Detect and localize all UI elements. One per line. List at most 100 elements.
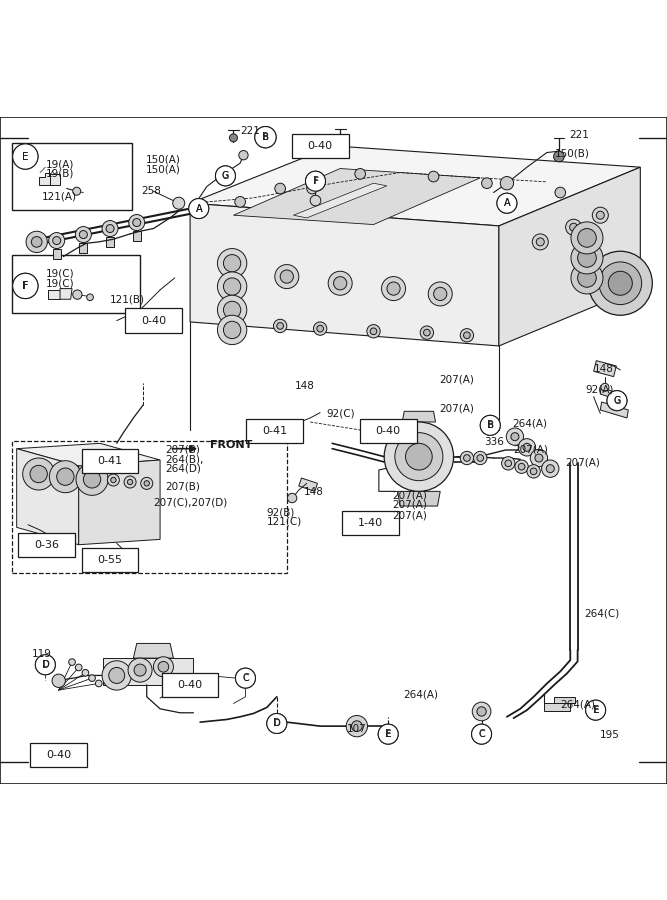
Circle shape xyxy=(460,451,474,464)
Text: 150(A): 150(A) xyxy=(145,164,180,175)
Text: 121(C): 121(C) xyxy=(267,517,302,526)
Circle shape xyxy=(518,438,536,456)
Circle shape xyxy=(352,721,362,732)
Text: 0-41: 0-41 xyxy=(97,455,123,465)
Text: 207(B): 207(B) xyxy=(165,445,200,455)
Circle shape xyxy=(317,325,323,332)
Circle shape xyxy=(76,464,108,495)
Circle shape xyxy=(532,234,548,250)
Circle shape xyxy=(267,714,287,734)
Circle shape xyxy=(89,675,95,681)
Circle shape xyxy=(578,268,596,287)
Circle shape xyxy=(75,664,82,670)
Text: F: F xyxy=(23,281,28,291)
Text: 195: 195 xyxy=(600,731,620,741)
Text: 0-55: 0-55 xyxy=(97,555,123,565)
Circle shape xyxy=(189,199,209,219)
Circle shape xyxy=(73,187,81,195)
Circle shape xyxy=(555,187,566,198)
Circle shape xyxy=(464,454,470,462)
Circle shape xyxy=(420,326,434,339)
Circle shape xyxy=(378,724,398,744)
Circle shape xyxy=(387,282,400,295)
Polygon shape xyxy=(133,230,141,241)
Circle shape xyxy=(107,474,119,486)
Circle shape xyxy=(235,668,255,688)
Circle shape xyxy=(334,276,347,290)
Circle shape xyxy=(536,238,544,246)
Text: 0-40: 0-40 xyxy=(141,316,166,326)
Circle shape xyxy=(280,270,293,284)
Circle shape xyxy=(173,197,185,209)
Circle shape xyxy=(235,196,245,207)
Polygon shape xyxy=(190,203,499,346)
Bar xyxy=(12,256,140,312)
Circle shape xyxy=(13,274,38,299)
Text: D: D xyxy=(41,660,49,670)
FancyBboxPatch shape xyxy=(292,134,348,158)
Text: E: E xyxy=(385,729,392,739)
Circle shape xyxy=(511,433,519,441)
Circle shape xyxy=(305,171,325,191)
Text: B: B xyxy=(262,132,269,141)
Polygon shape xyxy=(233,168,480,225)
Circle shape xyxy=(217,272,247,302)
Polygon shape xyxy=(544,704,570,712)
Circle shape xyxy=(542,460,559,477)
Circle shape xyxy=(13,274,38,299)
Text: A: A xyxy=(504,198,510,208)
Text: 207(A): 207(A) xyxy=(392,510,427,520)
Text: G: G xyxy=(614,396,620,405)
Text: 0-36: 0-36 xyxy=(34,540,59,550)
FancyBboxPatch shape xyxy=(81,548,139,572)
Circle shape xyxy=(523,444,531,451)
Text: C: C xyxy=(242,673,249,683)
Circle shape xyxy=(75,227,91,243)
Circle shape xyxy=(217,295,247,325)
Circle shape xyxy=(35,655,55,675)
Text: 0-40: 0-40 xyxy=(46,751,71,760)
Text: 264(A): 264(A) xyxy=(560,700,595,710)
Circle shape xyxy=(477,706,486,716)
Circle shape xyxy=(530,468,537,474)
Polygon shape xyxy=(79,460,160,544)
Circle shape xyxy=(424,329,430,336)
Circle shape xyxy=(578,229,596,248)
Text: 207(A): 207(A) xyxy=(439,403,474,414)
Circle shape xyxy=(223,321,241,338)
FancyBboxPatch shape xyxy=(360,419,416,444)
Text: 264(A): 264(A) xyxy=(512,418,547,428)
Circle shape xyxy=(106,225,114,232)
Polygon shape xyxy=(79,243,87,253)
Text: 0-40: 0-40 xyxy=(376,427,401,436)
Circle shape xyxy=(23,458,55,490)
Circle shape xyxy=(608,271,632,295)
Text: D: D xyxy=(273,718,281,728)
Circle shape xyxy=(406,444,432,470)
Circle shape xyxy=(134,664,146,676)
Circle shape xyxy=(223,255,241,272)
Text: C: C xyxy=(478,729,485,739)
Text: E: E xyxy=(593,706,598,715)
Circle shape xyxy=(607,391,627,410)
Circle shape xyxy=(69,659,75,665)
Circle shape xyxy=(31,237,42,248)
FancyBboxPatch shape xyxy=(342,511,399,536)
Circle shape xyxy=(596,212,604,220)
Circle shape xyxy=(370,328,377,335)
Text: 336: 336 xyxy=(484,437,504,447)
Circle shape xyxy=(273,320,287,333)
Circle shape xyxy=(26,231,47,253)
Text: 148: 148 xyxy=(295,381,315,391)
Text: 19(A): 19(A) xyxy=(45,159,74,169)
Circle shape xyxy=(570,223,578,231)
Polygon shape xyxy=(190,146,640,226)
Circle shape xyxy=(277,322,283,329)
Circle shape xyxy=(223,302,241,319)
Circle shape xyxy=(153,657,173,677)
Text: B: B xyxy=(487,421,494,430)
Circle shape xyxy=(586,700,606,720)
FancyBboxPatch shape xyxy=(125,308,181,333)
Circle shape xyxy=(129,214,145,230)
Text: A: A xyxy=(504,198,510,208)
